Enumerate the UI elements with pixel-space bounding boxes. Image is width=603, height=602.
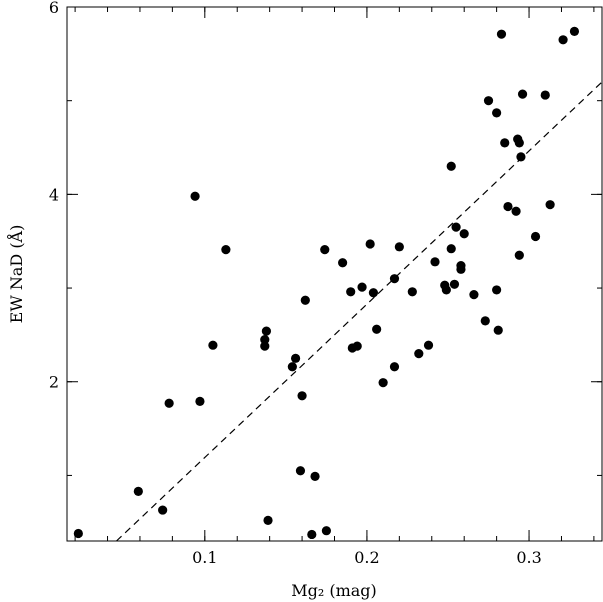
data-point	[517, 89, 528, 99]
data-point	[164, 398, 174, 408]
data-point	[365, 239, 375, 249]
data-point	[496, 29, 507, 39]
data-point	[451, 222, 461, 232]
y-axis-label: EW NaD (Å)	[6, 225, 26, 324]
data-point	[263, 515, 273, 525]
data-point	[357, 282, 367, 292]
data-point	[569, 26, 580, 36]
data-point	[307, 529, 317, 540]
data-point	[389, 362, 400, 372]
y-tick-label: 2	[49, 373, 59, 392]
data-point	[310, 471, 320, 481]
x-tick-label: 0.2	[354, 548, 379, 567]
minor-ticks	[67, 6, 602, 541]
data-point	[158, 505, 168, 515]
data-point	[300, 295, 310, 305]
data-point	[368, 288, 379, 298]
data-point	[446, 161, 456, 171]
data-point	[208, 340, 218, 350]
data-point	[372, 324, 382, 334]
plot-frame	[66, 6, 603, 542]
data-point	[221, 245, 231, 255]
data-point	[260, 334, 270, 345]
data-point	[492, 108, 502, 118]
data-point	[514, 138, 524, 148]
data-point	[516, 152, 526, 162]
data-point	[260, 341, 270, 351]
data-point	[530, 231, 541, 242]
data-point	[514, 250, 524, 260]
data-point	[500, 138, 510, 148]
data-point	[320, 245, 330, 255]
data-point	[346, 287, 356, 297]
data-point	[446, 244, 456, 254]
data-point	[321, 526, 331, 536]
data-point	[394, 242, 404, 252]
tick-labels: 0.1 0.2 0.3 2 4 6	[49, 0, 542, 567]
x-axis-label: Mg₂ (mag)	[291, 581, 377, 600]
data-point	[73, 528, 83, 539]
data-point	[540, 90, 550, 100]
data-point	[503, 201, 513, 212]
data-point	[297, 391, 307, 401]
data-point	[423, 340, 434, 350]
data-point	[190, 191, 200, 201]
x-tick-label: 0.3	[516, 548, 541, 567]
data-point	[389, 274, 400, 284]
data-point	[483, 96, 494, 106]
fit-line	[116, 81, 603, 542]
y-tick-label: 6	[49, 0, 59, 17]
data-point	[469, 290, 479, 300]
data-point	[133, 486, 143, 496]
data-point	[459, 229, 469, 239]
data-point	[352, 341, 362, 351]
data-point	[558, 35, 568, 45]
data-point	[511, 206, 521, 216]
data-point	[545, 200, 555, 210]
data-point	[287, 362, 297, 372]
major-ticks	[67, 6, 602, 541]
data-point	[480, 316, 490, 326]
data-points	[73, 26, 580, 540]
data-point	[414, 349, 424, 359]
data-point	[378, 378, 388, 388]
data-point	[195, 396, 205, 407]
data-point	[290, 353, 301, 363]
data-point	[492, 285, 502, 295]
data-point	[338, 258, 348, 268]
data-point	[456, 264, 466, 274]
x-tick-label: 0.1	[192, 548, 217, 567]
data-point	[295, 466, 306, 476]
data-point	[449, 279, 460, 289]
data-point	[493, 325, 503, 335]
data-point	[261, 326, 272, 336]
y-tick-label: 4	[49, 185, 59, 204]
data-point	[441, 285, 451, 295]
data-point	[407, 287, 417, 297]
data-point	[430, 257, 440, 267]
